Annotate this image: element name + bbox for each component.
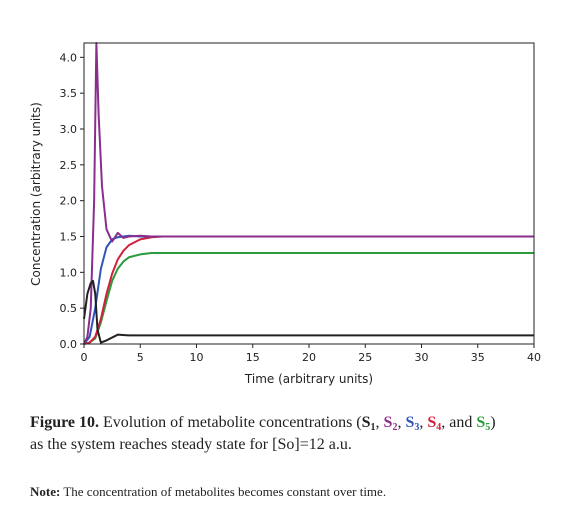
x-axis-title: Time (arbitrary units) [244, 372, 373, 386]
caption-sep-1: , [375, 414, 384, 431]
figure-label: Figure 10. [30, 414, 100, 431]
concentration-chart: 0 5 10 15 20 25 30 35 40 0.0 0.5 1.0 1.5 2.0 2.5 3.0 3.… [29, 42, 541, 386]
note-label: Note: [30, 484, 61, 499]
y-axis-title: Concentration (arbitrary units) [29, 102, 43, 286]
y-tick-label: 2.5 [60, 159, 78, 172]
caption-and: , and [441, 414, 477, 431]
x-tick-label: 5 [137, 351, 144, 364]
caption-sep-2: , [397, 414, 406, 431]
caption-text-a: Evolution of metabolite concentrations ( [99, 414, 362, 431]
x-axis: 0 5 10 15 20 25 30 35 40 [81, 344, 541, 364]
s2-symbol: S2 [383, 414, 398, 433]
x-tick-label: 35 [471, 351, 485, 364]
x-tick-label: 10 [190, 351, 204, 364]
y-tick-label: 0.5 [60, 302, 78, 315]
s4-symbol: S4 [427, 414, 442, 433]
x-tick-label: 40 [527, 351, 541, 364]
series-line-5 [83, 251, 534, 345]
series-line-2 [83, 42, 534, 345]
figure-note: Note: The concentration of metabolites b… [30, 484, 560, 500]
y-tick-label: 3.0 [60, 123, 78, 136]
figure-caption: Figure 10. Evolution of metabolite conce… [30, 412, 560, 456]
series-layer [83, 42, 534, 345]
y-tick-label: 3.5 [60, 87, 78, 100]
y-tick-label: 2.0 [60, 195, 78, 208]
caption-text-c: as the system reaches steady state for [… [30, 436, 352, 453]
s1-symbol: S1 [361, 414, 376, 433]
caption-text-b: ) [490, 414, 496, 431]
x-tick-label: 15 [246, 351, 260, 364]
y-tick-label: 1.0 [60, 266, 78, 279]
y-axis: 0.0 0.5 1.0 1.5 2.0 2.5 3.0 3.5 4.0 [60, 51, 84, 351]
y-tick-label: 0.0 [60, 338, 78, 351]
y-tick-label: 1.5 [60, 231, 78, 244]
note-text: The concentration of metabolites becomes… [60, 484, 387, 499]
x-tick-label: 30 [415, 351, 429, 364]
s3-symbol: S3 [405, 414, 420, 433]
caption-sep-3: , [419, 414, 428, 431]
series-line-1 [83, 279, 534, 344]
x-tick-label: 20 [302, 351, 316, 364]
plot-frame [83, 42, 535, 345]
y-tick-label: 4.0 [60, 51, 78, 64]
x-tick-label: 0 [81, 351, 88, 364]
s5-symbol: S5 [476, 414, 491, 433]
x-tick-label: 25 [358, 351, 372, 364]
